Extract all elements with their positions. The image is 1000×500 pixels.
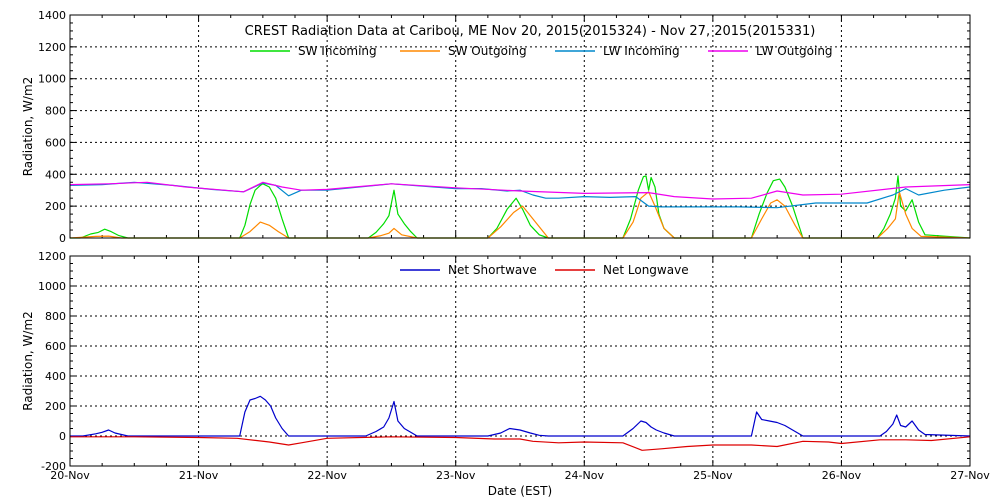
y-tick-label: 0	[59, 232, 66, 245]
y-tick-label: 200	[45, 400, 66, 413]
series-line-sw-incoming	[70, 175, 971, 239]
series-line-sw-outgoing	[69, 191, 971, 239]
y-tick-label: 800	[45, 310, 66, 323]
plot-frame	[69, 14, 971, 239]
y-tick-label: 400	[45, 370, 66, 383]
y-tick-label: 1000	[38, 73, 66, 86]
series-line-net-longwave	[70, 436, 971, 451]
x-axis-title: Date (EST)	[488, 484, 552, 498]
x-tick-label: 26-Nov	[822, 469, 862, 482]
legend-label-lw-outgoing: LW Outgoing	[756, 44, 833, 58]
y-axis-title: Radiation, W/m2	[21, 77, 35, 177]
legend-label-net-shortwave: Net Shortwave	[448, 263, 537, 277]
y-tick-label: 600	[45, 340, 66, 353]
series-line-lw-outgoing	[69, 181, 971, 200]
legend-label-sw-outgoing: SW Outgoing	[448, 44, 527, 58]
y-tick-label: 1400	[38, 9, 66, 22]
x-tick-label: 22-Nov	[307, 469, 347, 482]
y-tick-label: 1200	[38, 250, 66, 263]
x-tick-label: 25-Nov	[693, 469, 733, 482]
y-tick-label: 400	[45, 168, 66, 181]
y-tick-label: 0	[59, 430, 66, 443]
chart-title: CREST Radiation Data at Caribou, ME Nov …	[245, 24, 816, 39]
legend-label-lw-incoming: LW Incoming	[603, 44, 680, 58]
y-tick-label: 600	[45, 136, 66, 149]
y-axis-title: Radiation, W/m2	[21, 311, 35, 411]
y-tick-label: 800	[45, 105, 66, 118]
x-tick-label: 24-Nov	[565, 469, 605, 482]
legend-label-sw-incoming: SW Incoming	[298, 44, 377, 58]
x-tick-label: 21-Nov	[179, 469, 219, 482]
y-tick-label: -200	[41, 460, 66, 473]
plot-frame	[69, 255, 971, 467]
x-tick-label: 20-Nov	[50, 469, 90, 482]
y-tick-label: 1200	[38, 41, 66, 54]
y-tick-label: 200	[45, 200, 66, 213]
x-tick-label: 27-Nov	[950, 469, 990, 482]
series-line-net-shortwave	[70, 395, 971, 437]
legend-label-net-longwave: Net Longwave	[603, 263, 689, 277]
x-tick-label: 23-Nov	[436, 469, 476, 482]
y-tick-label: 1000	[38, 280, 66, 293]
